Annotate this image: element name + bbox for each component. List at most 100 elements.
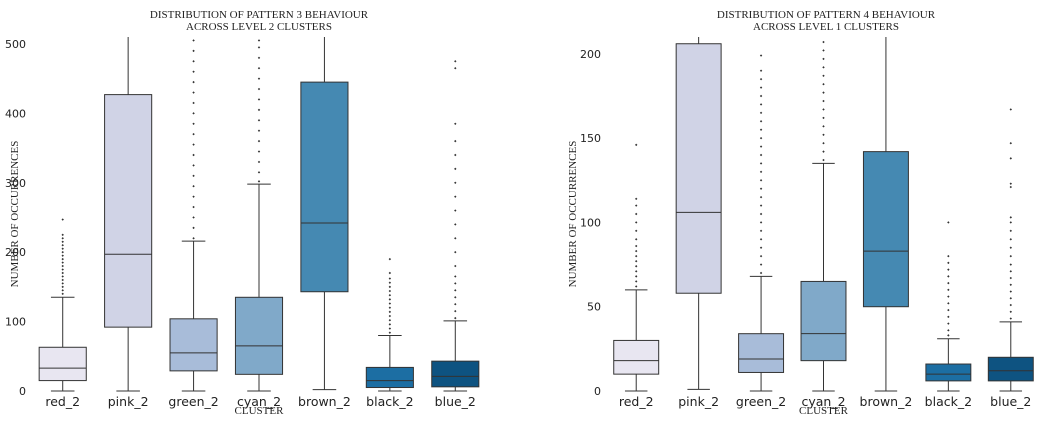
outlier-point [947, 281, 950, 285]
outlier-point [822, 108, 825, 111]
outlier-point [1009, 221, 1012, 224]
outlier-point [822, 57, 825, 61]
outlier-point [388, 327, 392, 330]
outlier-point [257, 39, 261, 42]
outlier-point [61, 282, 64, 285]
outlier-point [635, 249, 638, 253]
outlier-point [61, 264, 64, 268]
y-tick-label: 150 [580, 132, 601, 145]
outlier-point [257, 67, 261, 70]
outlier-point [635, 143, 638, 147]
outlier-point [257, 77, 261, 80]
y-tick-label: 0 [594, 385, 601, 398]
outlier-point [822, 74, 825, 77]
outlier-point [635, 270, 638, 273]
outlier-point [61, 257, 64, 261]
outlier-point [388, 298, 392, 301]
outlier-point [454, 289, 457, 292]
box-pink_2 [675, 37, 722, 390]
outlier-point [192, 226, 195, 230]
x-tick-label: red_2 [45, 394, 80, 409]
outlier-point [822, 49, 825, 52]
y-tick-label: 200 [5, 246, 26, 259]
outlier-point [1009, 185, 1012, 189]
box-iqr [38, 346, 87, 382]
box-black_2 [925, 221, 972, 392]
outlier-point [1009, 270, 1012, 273]
x-tick-label: blue_2 [990, 394, 1031, 409]
outlier-point [388, 314, 392, 318]
outlier-point [759, 179, 763, 182]
outlier-point [759, 271, 763, 275]
outlier-point [1009, 246, 1012, 249]
outlier-point [947, 302, 950, 305]
box-iqr [613, 339, 660, 375]
outlier-point [759, 229, 763, 233]
chart-title-line-2: ACROSS LEVEL 2 CLUSTERS [186, 21, 332, 33]
y-tick-label: 100 [5, 316, 26, 329]
outlier-point [192, 39, 195, 42]
outlier-point [759, 120, 763, 123]
box-brown_2 [862, 37, 909, 392]
x-tick-label: red_2 [619, 394, 654, 409]
outlier-point [192, 101, 195, 105]
outlier-point [454, 309, 457, 313]
outlier-point [388, 257, 392, 261]
outlier-point [61, 254, 64, 257]
outlier-point [822, 40, 825, 44]
outlier-point [61, 240, 64, 243]
outlier-point [1009, 290, 1012, 293]
outlier-point [947, 275, 950, 278]
outlier-point [947, 315, 950, 319]
outlier-point [192, 80, 195, 84]
x-tick-label: blue_2 [435, 394, 476, 409]
outlier-point [1009, 310, 1012, 313]
outlier-point [635, 229, 638, 233]
outlier-point [1009, 108, 1012, 111]
outlier-point [192, 153, 195, 157]
outlier-point [257, 87, 261, 91]
x-tick-label: cyan_2 [801, 394, 845, 409]
outlier-point [454, 250, 457, 254]
box-red_2 [613, 143, 660, 392]
outlier-point [759, 212, 763, 216]
chart-title-line-1: DISTRIBUTION OF PATTERN 4 BEHAVIOUR [717, 9, 936, 21]
outlier-point [257, 129, 261, 132]
box-iqr [925, 363, 972, 382]
outlier-point [454, 167, 457, 171]
panel-2: DISTRIBUTION OF PATTERN 4 BEHAVIOURACROS… [567, 9, 1034, 417]
outlier-point [61, 289, 64, 292]
outlier-point [192, 205, 195, 209]
outlier-point [1009, 142, 1012, 145]
outlier-point [454, 316, 457, 320]
outlier-point [61, 237, 64, 240]
outlier-point [635, 221, 638, 224]
outlier-point [257, 139, 261, 143]
outlier-point [759, 86, 763, 89]
outlier-point [759, 136, 763, 140]
box-cyan_2 [800, 40, 847, 392]
outlier-point [454, 237, 457, 240]
outlier-point [388, 285, 392, 289]
outlier-point [822, 66, 825, 69]
outlier-point [635, 265, 638, 268]
outlier-point [454, 67, 457, 70]
outlier-point [61, 244, 64, 247]
outlier-point [192, 60, 195, 63]
outlier-point [759, 246, 763, 249]
outlier-point [192, 49, 195, 53]
outlier-point [61, 247, 64, 250]
outlier-point [635, 238, 638, 241]
outlier-point [635, 280, 638, 283]
box-iqr [987, 356, 1034, 382]
outlier-point [454, 282, 457, 285]
box-blue_2 [987, 108, 1034, 392]
outlier-point [759, 77, 763, 81]
box-green_2 [738, 54, 785, 392]
outlier-point [635, 204, 638, 207]
outlier-point [192, 143, 195, 146]
outlier-point [759, 69, 763, 72]
outlier-point [388, 281, 392, 284]
outlier-point [635, 285, 638, 288]
outlier-point [388, 323, 392, 326]
